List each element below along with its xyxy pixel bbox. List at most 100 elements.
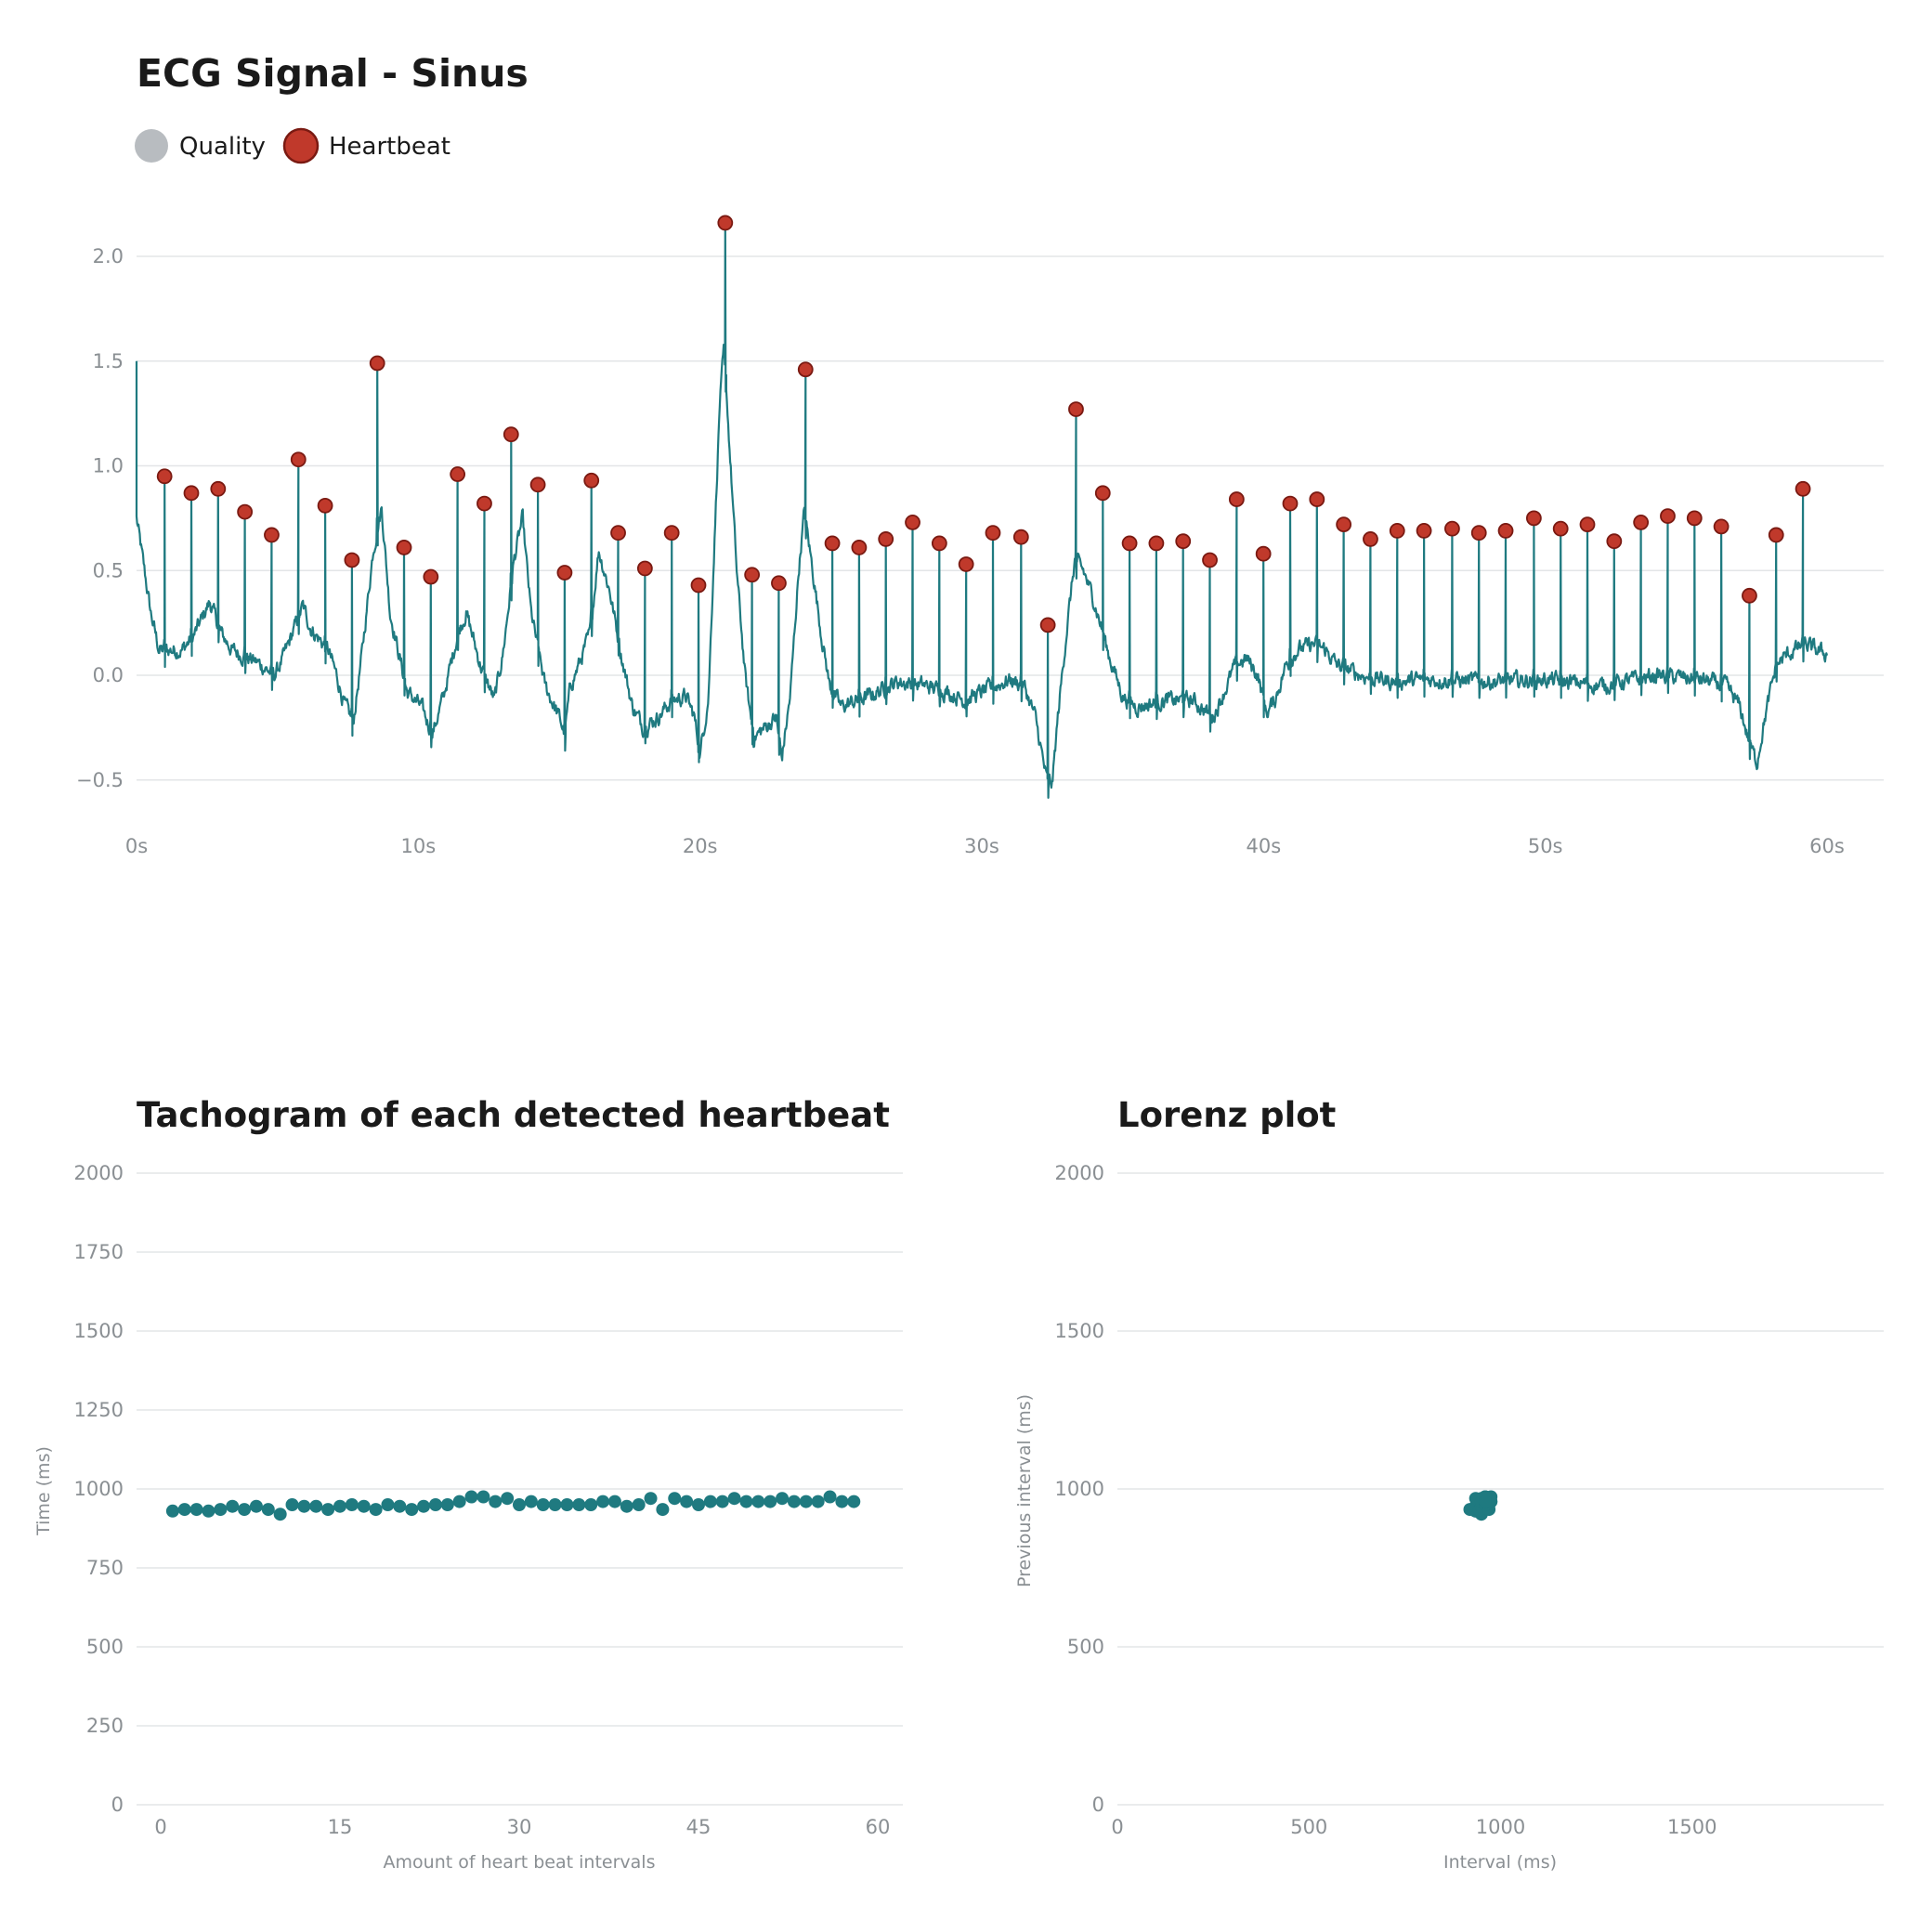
heartbeat-marker: [1039, 617, 1056, 633]
heartbeat-marker: [1742, 587, 1757, 604]
ecg-y-tick-label: 1.5: [93, 350, 124, 372]
heartbeat-marker: [1416, 523, 1432, 539]
tachogram-title: Tachogram of each detected heartbeat: [137, 1095, 890, 1135]
tachogram-point: [297, 1499, 311, 1513]
tachogram-point: [405, 1503, 419, 1517]
heartbeat-marker: [1795, 480, 1811, 497]
tachogram-y-tick-label: 2000: [74, 1162, 124, 1184]
heartbeat-marker: [824, 535, 841, 552]
heartbeat-marker: [450, 466, 466, 482]
heartbeat-marker: [1470, 525, 1487, 542]
tachogram-point: [202, 1504, 215, 1518]
ecg-x-tick-label: 30s: [964, 835, 999, 857]
lorenz-gridlines: [1117, 1172, 1884, 1806]
tachogram-point: [226, 1499, 240, 1513]
tachogram-point: [596, 1495, 610, 1508]
ecg-gridlines: [137, 255, 1884, 781]
tachogram-point: [787, 1495, 801, 1508]
tachogram-point: [536, 1498, 550, 1511]
heartbeat-marker: [1012, 529, 1029, 545]
heartbeat-marker: [1525, 510, 1542, 527]
tachogram-point: [764, 1495, 777, 1508]
tachogram-point: [214, 1503, 228, 1517]
tachogram-point: [715, 1495, 729, 1508]
heartbeat-marker: [905, 514, 920, 530]
ecg-y-tick-label: 0.0: [93, 664, 124, 686]
heartbeat-marker: [1497, 523, 1514, 539]
heartbeat-marker: [1148, 535, 1165, 552]
heartbeat-marker: [1282, 495, 1299, 512]
tachogram-x-tick-label: 15: [328, 1816, 353, 1838]
tachogram-chart: Tachogram of each detected heartbeat 0 25…: [33, 1095, 903, 1873]
tachogram-point: [811, 1495, 825, 1508]
tachogram-y-tick-label: 1500: [74, 1320, 124, 1342]
heartbeat-marker: [717, 215, 734, 231]
tachogram-point: [513, 1498, 526, 1511]
heartbeat-marker: [210, 480, 227, 497]
heartbeat-marker: [1228, 491, 1245, 507]
ecg-y-tick-label: 2.0: [93, 245, 124, 268]
tachogram-point: [572, 1498, 586, 1511]
lorenz-y-axis-label: Previous interval (ms): [1014, 1394, 1035, 1587]
heartbeat-marker: [1660, 508, 1676, 525]
tachogram-point: [847, 1495, 861, 1508]
tachogram-point: [369, 1503, 383, 1517]
tachogram-point: [835, 1495, 849, 1508]
heartbeat-marker: [690, 577, 707, 594]
tachogram-point: [560, 1498, 574, 1511]
heartbeat-marker: [610, 525, 626, 542]
tachogram-y-tick-label: 1250: [74, 1399, 124, 1421]
tachogram-point: [417, 1499, 431, 1513]
tachogram-point: [548, 1498, 562, 1511]
lorenz-y-tick-label: 0: [1092, 1794, 1104, 1816]
tachogram-point: [165, 1504, 179, 1518]
tachogram-y-tick-label: 1750: [74, 1241, 124, 1263]
tachogram-point: [464, 1490, 478, 1504]
heartbeat-marker: [290, 451, 307, 468]
heartbeat-marker: [1309, 491, 1325, 507]
tachogram-point: [703, 1495, 717, 1508]
heartbeat-marker: [1121, 535, 1138, 552]
tachogram-point: [501, 1492, 515, 1506]
heartbeat-marker: [1389, 523, 1405, 539]
ecg-y-tick-label: 0.5: [93, 559, 124, 581]
heartbeat-marker: [985, 525, 1001, 542]
heartbeat-marker: [264, 527, 280, 543]
lorenz-y-tick-label: 1000: [1055, 1478, 1104, 1500]
heartbeat-marker: [237, 503, 254, 520]
heartbeat-marker: [771, 575, 787, 592]
lorenz-x-tick-label: 1500: [1667, 1816, 1717, 1838]
tachogram-point: [285, 1498, 299, 1511]
tachogram-point: [321, 1503, 335, 1517]
tachogram-points: [165, 1490, 861, 1521]
heartbeat-marker: [317, 497, 333, 514]
heartbeat-marker: [1579, 516, 1596, 533]
tachogram-point: [692, 1498, 705, 1511]
tachogram-y-tick-label: 500: [86, 1636, 124, 1658]
lorenz-y-tick-label: 500: [1067, 1636, 1104, 1658]
tachogram-point: [238, 1503, 252, 1517]
heartbeat-marker: [636, 560, 653, 577]
tachogram-x-tick-label: 45: [686, 1816, 711, 1838]
ecg-chart: ECG Signal - Sinus Quality Heartbeat −0.…: [76, 51, 1884, 857]
tachogram-point: [524, 1495, 538, 1508]
tachogram-point: [776, 1492, 790, 1506]
tachogram-x-tick-label: 0: [154, 1816, 166, 1838]
tachogram-gridlines: [137, 1172, 903, 1806]
tachogram-point: [620, 1499, 633, 1513]
tachogram-y-tick-label: 750: [86, 1557, 124, 1579]
tachogram-point: [823, 1490, 837, 1504]
heartbeat-marker: [1336, 516, 1352, 533]
heartbeat-marker: [1094, 485, 1111, 502]
lorenz-y-tick-label: 1500: [1055, 1320, 1104, 1342]
heartbeat-marker: [344, 552, 360, 568]
tachogram-point: [632, 1498, 646, 1511]
tachogram-point: [249, 1499, 263, 1513]
heartbeat-marker: [1686, 510, 1703, 527]
tachogram-x-tick-label: 60: [866, 1816, 891, 1838]
tachogram-point: [440, 1498, 454, 1511]
tachogram-x-tick-label: 30: [507, 1816, 532, 1838]
tachogram-point: [799, 1495, 813, 1508]
heartbeat-marker: [1606, 533, 1623, 550]
tachogram-point: [428, 1498, 442, 1511]
